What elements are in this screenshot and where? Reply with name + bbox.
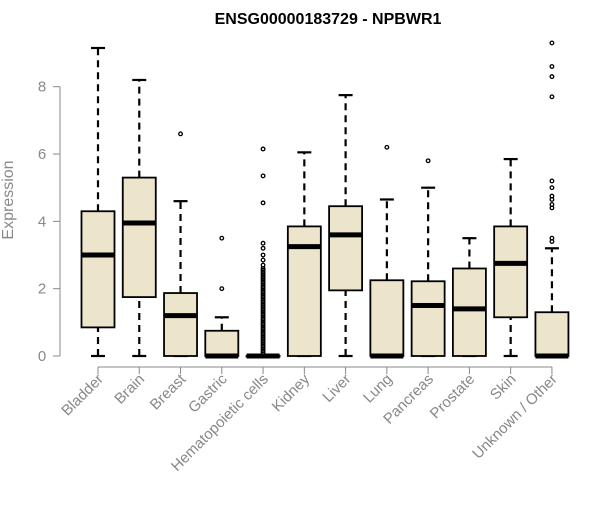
y-tick-label: 2 [38, 281, 46, 298]
box [121, 176, 157, 298]
box-group [286, 151, 322, 358]
box-group [80, 46, 116, 358]
y-tick-label: 0 [38, 348, 46, 365]
box-group [451, 237, 487, 358]
outlier-point [219, 235, 225, 241]
outlier-point [260, 262, 266, 268]
outlier-point [260, 173, 266, 179]
box [534, 311, 570, 357]
box-group [493, 157, 529, 358]
x-tick-label: Skin [487, 371, 520, 404]
outlier-point [549, 193, 555, 199]
y-axis-label: Expression [0, 160, 17, 239]
x-tick-label: Liver [319, 371, 354, 406]
outlier-point [219, 286, 225, 292]
x-tick-label: Brain [111, 371, 148, 408]
outlier-point [549, 235, 555, 241]
chart-title: ENSG00000183729 - NPBWR1 [215, 11, 442, 28]
box [80, 210, 116, 329]
box-group [121, 78, 157, 358]
y-tick-label: 8 [38, 79, 46, 96]
x-tick-label: Prostate [427, 371, 479, 423]
outlier-point [384, 144, 390, 150]
outlier-point [260, 267, 266, 273]
outlier-point [260, 252, 266, 258]
box-group [410, 158, 446, 358]
box-group [328, 94, 364, 358]
outlier-point [549, 202, 555, 207]
box-group [245, 146, 281, 359]
y-axis: 0 2 4 6 8 [38, 79, 61, 365]
box [163, 292, 198, 357]
box [369, 279, 405, 357]
outlier-point [178, 131, 183, 137]
outlier-point [260, 240, 266, 246]
boxes-layer [80, 40, 570, 359]
x-tick-label: Breast [147, 370, 190, 413]
outlier-point [260, 200, 266, 206]
outlier-point [549, 74, 555, 80]
box [204, 329, 240, 357]
outlier-point [425, 158, 431, 164]
outlier-point [549, 185, 555, 191]
box [410, 280, 446, 357]
box [493, 225, 529, 319]
x-tick-label: Kidney [269, 370, 314, 415]
box [451, 267, 487, 357]
outlier-point [260, 146, 266, 152]
box-group [369, 144, 405, 359]
box-group [163, 131, 198, 358]
outlier-point [260, 257, 266, 263]
box-group [534, 40, 570, 359]
y-tick-label: 6 [38, 146, 46, 163]
outlier-point [549, 94, 555, 100]
outlier-point [549, 40, 555, 46]
outlier-point [549, 178, 555, 184]
box [328, 205, 364, 292]
x-tick-label: Lung [360, 371, 396, 407]
box-group [204, 235, 240, 359]
outlier-point [549, 64, 555, 69]
outlier-point [260, 245, 266, 251]
x-tick-label: Bladder [58, 371, 107, 420]
y-tick-label: 4 [38, 213, 46, 230]
